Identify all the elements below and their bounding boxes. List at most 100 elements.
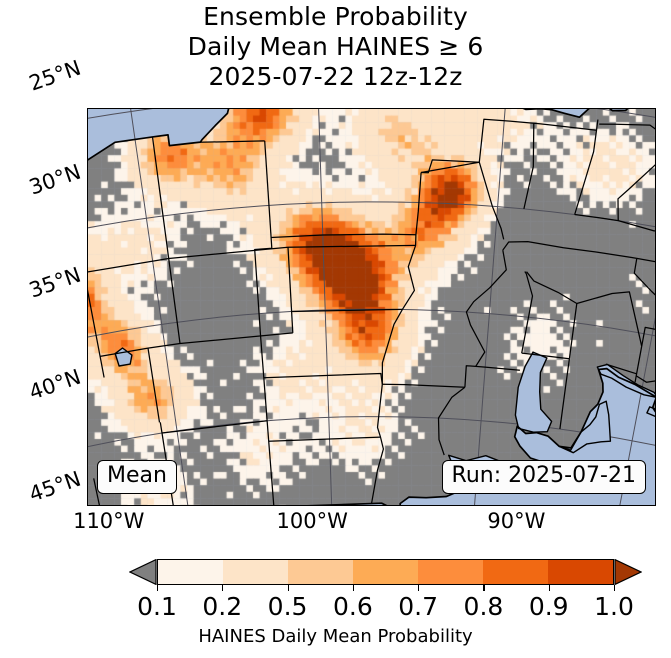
state-border-23 <box>464 365 520 388</box>
colorbar-tick-3 <box>352 585 355 591</box>
state-border-13 <box>271 233 416 239</box>
state-border-6 <box>147 348 161 423</box>
colorbar-segment-6 <box>548 560 613 584</box>
lon-tick-label-3: 80°W <box>659 509 671 533</box>
colorbar-ticks <box>157 585 616 592</box>
colorbar-tick-6 <box>548 585 550 591</box>
colorbar-tick-2 <box>287 585 289 591</box>
lat-tick-label-2: 35°N <box>26 262 84 303</box>
colorbar-tick-0 <box>157 585 159 591</box>
colorbar-tick-label-3: 0.6 <box>332 592 373 621</box>
lat-tick-label-1: 40°N <box>26 364 84 405</box>
state-border-41 <box>559 358 571 430</box>
state-border-30 <box>478 118 599 163</box>
state-border-45 <box>568 303 578 359</box>
colorbar-segment-3 <box>353 560 418 584</box>
state-border-29 <box>421 159 480 174</box>
map-panel[interactable]: Mean Run: 2025-07-21 <box>87 108 656 506</box>
graticule <box>88 109 656 505</box>
state-border-10 <box>151 136 181 344</box>
state-border-5 <box>161 420 268 434</box>
colorbar-tick-label-7: 1.0 <box>594 592 634 621</box>
state-border-24 <box>437 386 466 456</box>
colorbar: 0.1 0.2 0.5 0.6 0.7 0.8 0.9 1.0 HAINES Daily Me… <box>0 556 671 658</box>
colorbar-tick-5 <box>483 585 485 591</box>
state-border-18 <box>263 372 383 385</box>
state-border-32 <box>574 130 598 215</box>
graticule-lat-45 <box>88 416 655 448</box>
state-border-42 <box>521 352 570 360</box>
colorbar-tick-label-2: 0.5 <box>267 592 308 621</box>
colorbar-axis-label: HAINES Daily Mean Probability <box>198 626 473 647</box>
state-border-9 <box>99 332 293 358</box>
state-border-35 <box>599 123 655 130</box>
graticule-lat-25 <box>88 109 656 133</box>
state-border-7 <box>88 289 105 378</box>
state-border-37 <box>633 258 655 296</box>
colorbar-segment-0 <box>158 560 223 584</box>
colorbar-tick-label-5: 0.8 <box>463 592 504 621</box>
colorbar-tick-label-1: 0.2 <box>202 592 243 621</box>
colorbar-over-arrow <box>614 559 642 585</box>
state-border-27 <box>401 172 422 310</box>
colorbar-tick-label-4: 0.7 <box>398 592 439 621</box>
state-border-28 <box>420 161 505 240</box>
title-line-1: Ensemble Probability <box>203 2 468 31</box>
colorbar-segment-1 <box>223 560 288 584</box>
graticule-lat-40 <box>88 308 655 338</box>
state-border-11 <box>88 244 416 273</box>
colorbar-tick-label-0: 0.1 <box>137 592 177 621</box>
graticule-lat-35 <box>88 201 655 229</box>
state-border-25 <box>465 249 507 367</box>
state-border-44 <box>576 291 643 347</box>
colorbar-under-arrow <box>129 559 157 585</box>
haines-probability-raster <box>88 109 655 505</box>
state-border-15 <box>198 140 265 143</box>
map-vector-overlay <box>88 109 656 505</box>
state-border-19 <box>268 436 381 442</box>
state-border-22 <box>382 383 465 388</box>
graticule-lon-110 <box>130 109 189 505</box>
colorbar-tick-1 <box>222 585 224 591</box>
state-border-16 <box>291 308 403 313</box>
state-border-36 <box>636 257 655 263</box>
lat-tick-label-3: 30°N <box>26 159 84 200</box>
title-line-3: 2025-07-22 12z-12z <box>208 62 463 91</box>
map-frame <box>87 108 656 506</box>
colorbar-tick-7 <box>614 585 616 591</box>
state-border-4 <box>93 478 100 505</box>
run-label-box: Run: 2025-07-21 <box>441 460 646 494</box>
state-border-33 <box>574 213 655 232</box>
lake-huron <box>558 400 612 454</box>
colorbar-segment-5 <box>483 560 548 584</box>
mean-label-box: Mean <box>97 460 177 494</box>
state-border-12 <box>287 247 294 333</box>
state-border-26 <box>502 240 637 260</box>
state-border-47 <box>635 375 655 383</box>
lon-tick-label-0: 110°W <box>73 509 145 533</box>
state-border-38 <box>641 326 655 347</box>
state-border-43 <box>521 271 534 354</box>
state-border-31 <box>523 123 535 210</box>
coastline <box>88 109 655 505</box>
colorbar-tick-labels: 0.1 0.2 0.5 0.6 0.7 0.8 0.9 1.0 <box>0 592 671 622</box>
state-border-20 <box>376 384 383 438</box>
colorbar-segments <box>157 559 614 585</box>
graticule-lon-100 <box>318 109 333 505</box>
lon-tick-label-2: 90°W <box>487 509 546 533</box>
state-border-34 <box>617 164 655 221</box>
state-border-21 <box>370 436 385 504</box>
state-border-3 <box>254 237 275 505</box>
graticule-lon-80 <box>619 317 655 505</box>
colorbar-segment-2 <box>288 560 353 584</box>
lon-tick-label-1: 100°W <box>276 509 348 533</box>
state-border-17 <box>381 309 403 385</box>
title-line-2: Daily Mean HAINES ≥ 6 <box>187 32 484 61</box>
page-title: Ensemble Probability Daily Mean HAINES ≥… <box>0 2 671 92</box>
state-border-14 <box>264 140 272 238</box>
state-border-40 <box>605 363 637 375</box>
mean-label-text: Mean <box>107 463 167 488</box>
colorbar-tick-label-6: 0.9 <box>528 592 569 621</box>
colorbar-segment-4 <box>418 560 483 584</box>
run-label-text: Run: 2025-07-21 <box>451 463 636 488</box>
